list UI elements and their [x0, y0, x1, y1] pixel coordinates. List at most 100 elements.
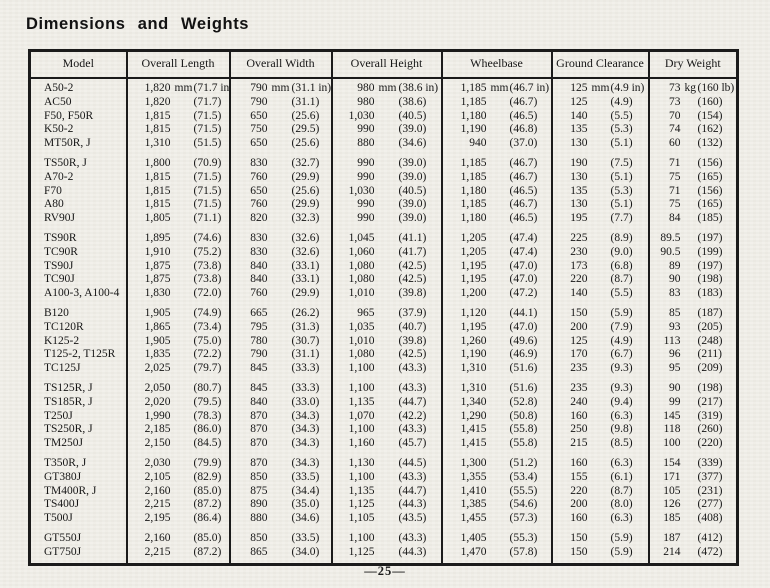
clearance-imperial: (6.3): [610, 409, 633, 422]
clearance-cell: 125 (4.9): [550, 334, 649, 349]
wheelbase-metric: 1,190: [460, 348, 487, 361]
weight-imperial: (185): [697, 212, 723, 225]
wheelbase-metric: 1,290: [460, 409, 487, 422]
weight-cell: 70 (154): [647, 109, 738, 124]
wheelbase-metric: 1,195: [460, 320, 487, 333]
wheelbase-imperial: (55.3): [509, 531, 538, 544]
height-metric: 980: [357, 95, 375, 108]
clearance-cell: 125 mm(4.9 in): [550, 78, 649, 96]
weight-imperial: (205): [697, 320, 723, 333]
clearance-metric: 225: [570, 231, 588, 244]
model-group: TS50R, J 1,800 (70.9) 830 (32.7) 990 (39.0) 1,1…: [28, 153, 738, 229]
height-imperial: (39.0): [398, 123, 427, 136]
height-imperial: (43.3): [398, 531, 427, 544]
width-imperial: (34.3): [291, 409, 320, 422]
wheelbase-imperial: (55.8): [509, 423, 538, 436]
wheelbase-cell: 1,185 (46.7): [440, 153, 552, 171]
height-cell: 990 (39.0): [330, 123, 442, 138]
wheelbase-metric: 1,185: [460, 82, 487, 94]
clearance-metric: 150: [570, 545, 588, 558]
wheelbase-imperial: (47.2): [509, 287, 538, 300]
clearance-metric: 173: [570, 259, 588, 272]
clearance-cell: 135 (5.3): [550, 184, 649, 199]
clearance-metric: 135: [570, 184, 588, 197]
length-cell: 2,195 (86.4): [125, 512, 230, 529]
length-cell: 2,215 (87.2): [125, 498, 230, 513]
length-cell: 1,990 (78.3): [125, 409, 230, 424]
wheelbase-metric: 1,200: [460, 287, 487, 300]
length-metric: 1,910: [144, 245, 171, 258]
height-cell: 1,100 (43.3): [330, 423, 442, 438]
table-row: A50-2 1,820 mm(71.7 in) 790 mm (31.1 in) 980 mm…: [28, 78, 738, 96]
clearance-metric: 140: [570, 109, 588, 122]
weight-metric: 154: [663, 456, 681, 469]
table-row: TM400R, J 2,160 (85.0) 875 (34.4) 1,135 (44.7)…: [28, 484, 738, 499]
model-cell: GT750J: [28, 545, 127, 564]
width-imperial: (30.7): [291, 334, 320, 347]
wheelbase-metric: 1,185: [460, 156, 487, 169]
width-metric: 760: [250, 198, 268, 211]
clearance-imperial: (5.3): [610, 184, 633, 197]
clearance-cell: 200 (8.0): [550, 498, 649, 513]
weight-imperial: (412): [697, 531, 723, 544]
weight-metric: 93: [669, 320, 681, 333]
clearance-imperial: (8.0): [610, 498, 633, 511]
length-imperial: (72.0): [193, 287, 222, 300]
width-cell: 840 (33.1): [228, 273, 332, 288]
clearance-imperial: (5.9): [610, 306, 633, 319]
weight-cell: 154 (339): [647, 453, 738, 471]
width-imperial: (33.5): [291, 531, 320, 544]
clearance-imperial: (4.9): [610, 95, 633, 108]
width-imperial: (33.1): [291, 259, 320, 272]
width-metric: 830: [250, 245, 268, 258]
width-cell: 870 (34.3): [228, 437, 332, 454]
length-imperial: (86.4): [193, 512, 222, 525]
weight-imperial: (339): [697, 456, 723, 469]
length-cell: 1,815 (71.5): [125, 123, 230, 138]
weight-metric: 214: [663, 545, 681, 558]
width-imperial: (25.6): [291, 184, 320, 197]
table-row: TS185R, J 2,020 (79.5) 840 (33.0) 1,135 (44.7)…: [28, 395, 738, 410]
clearance-imperial: (5.1): [610, 198, 633, 211]
column-header-overall-length: Overall Length: [125, 50, 230, 79]
height-cell: 980 (38.6): [330, 95, 442, 110]
width-metric: 890: [250, 498, 268, 511]
weight-cell: 89.5 (197): [647, 228, 738, 246]
length-cell: 2,150 (84.5): [125, 437, 230, 454]
model-cell: T125-2, T125R: [28, 348, 127, 363]
page-title: Dimensions and Weights: [26, 15, 250, 33]
wheelbase-cell: 1,185 (46.7): [440, 170, 552, 185]
length-imperial: (74.6): [193, 231, 222, 244]
weight-metric: 73: [669, 82, 681, 94]
width-metric: 880: [250, 512, 268, 525]
weight-metric: 89.5: [660, 231, 681, 244]
weight-imperial: (377): [697, 470, 723, 483]
height-imperial: (45.7): [398, 437, 427, 450]
length-imperial: (79.5): [193, 395, 222, 408]
length-imperial: (72.2): [193, 348, 222, 361]
width-imperial: (34.6): [291, 512, 320, 525]
height-cell: 965 (37.9): [330, 303, 442, 321]
height-imperial: (38.6 in): [398, 82, 439, 94]
table-row: AC50 1,820 (71.7) 790 (31.1) 980 (38.6) 1,185 (4…: [28, 95, 738, 110]
width-metric: 840: [250, 259, 268, 272]
length-metric: 1,830: [144, 287, 171, 300]
length-metric: 2,215: [144, 498, 171, 511]
clearance-metric: 235: [570, 381, 588, 394]
weight-imperial: (217): [697, 395, 723, 408]
model-group: A50-2 1,820 mm(71.7 in) 790 mm (31.1 in) 980 mm…: [28, 78, 738, 154]
height-metric: 1,105: [348, 512, 375, 525]
page-number: —25—: [364, 564, 406, 578]
wheelbase-cell: 1,415 (55.8): [440, 437, 552, 454]
length-metric: 2,020: [144, 395, 171, 408]
length-imperial: (71.1): [193, 212, 222, 225]
width-cell: 870 (34.3): [228, 423, 332, 438]
height-cell: 980 mm (38.6 in): [330, 78, 442, 96]
height-imperial: (41.7): [398, 245, 427, 258]
wheelbase-imperial: (47.0): [509, 273, 538, 286]
length-metric: 1,895: [144, 231, 171, 244]
length-cell: 2,160 (85.0): [125, 528, 230, 546]
wheelbase-imperial: (44.1): [509, 306, 538, 319]
width-cell: 870 (34.3): [228, 409, 332, 424]
table-row: GT750J 2,215 (87.2) 865 (34.0) 1,125 (44.3) 1,4…: [28, 545, 738, 564]
